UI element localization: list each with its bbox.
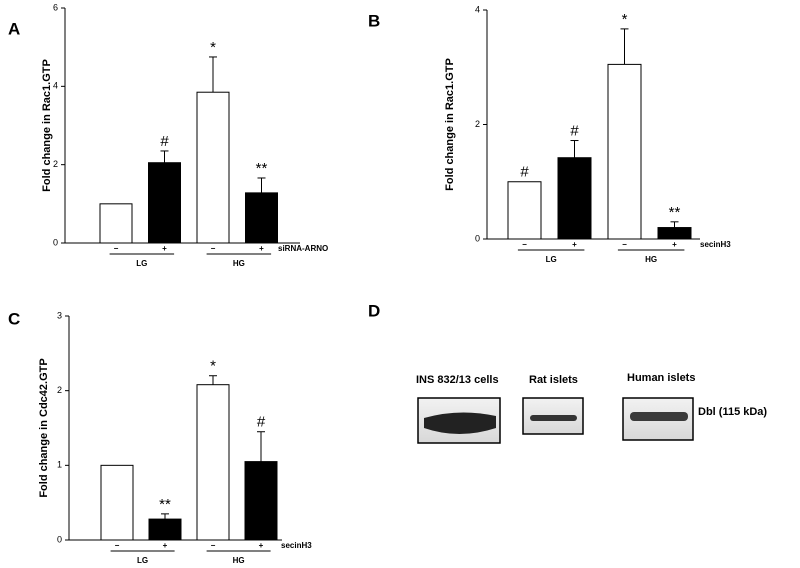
x-tick-label: + (163, 541, 168, 550)
treatment-label: secinH3 (700, 240, 731, 249)
group-label: HG (645, 255, 657, 264)
group-label: LG (546, 255, 557, 264)
treatment-label: siRNA-ARNO (278, 244, 328, 253)
y-tick-label: 1 (57, 460, 62, 470)
y-tick-label: 6 (53, 2, 58, 12)
annotation: # (160, 133, 169, 150)
annotation: # (520, 164, 529, 181)
x-tick-label: + (572, 240, 577, 249)
y-axis-label: Fold change in Cdc42.GTP (38, 358, 50, 497)
bar (657, 227, 692, 240)
y-tick-label: 4 (53, 81, 58, 91)
bar (557, 157, 592, 240)
annotation: # (257, 414, 266, 431)
bar (99, 203, 133, 244)
y-tick-label: 4 (475, 4, 480, 14)
bar (148, 518, 182, 541)
band-label: Dbl (115 kDa) (698, 406, 767, 418)
x-tick-label: + (259, 541, 264, 550)
x-tick-label: − (115, 541, 120, 550)
y-tick-label: 0 (475, 233, 480, 243)
x-tick-label: − (211, 244, 216, 253)
bar (245, 192, 278, 244)
y-tick-label: 2 (53, 159, 58, 169)
x-tick-label: − (114, 244, 119, 253)
x-tick-label: + (259, 244, 264, 253)
annotation: ** (159, 496, 171, 513)
lane-label: Human islets (627, 372, 695, 384)
y-axis-label: Fold change in Rac1.GTP (41, 59, 53, 192)
y-tick-label: 2 (475, 119, 480, 129)
panel-label: C (8, 309, 20, 328)
group-label: HG (233, 259, 245, 268)
group-label: LG (137, 556, 148, 565)
blot-band (630, 412, 688, 421)
bar (507, 181, 542, 240)
lane-label: INS 832/13 cells (416, 374, 499, 386)
x-tick-label: − (211, 541, 216, 550)
panel-label: D (368, 301, 380, 320)
annotation: ** (669, 204, 681, 221)
treatment-label: secinH3 (281, 541, 312, 550)
lane-label: Rat islets (529, 374, 578, 386)
annotation: * (622, 11, 628, 28)
x-tick-label: + (162, 244, 167, 253)
y-tick-label: 3 (57, 310, 62, 320)
x-tick-label: − (522, 240, 527, 249)
x-tick-label: − (622, 240, 627, 249)
annotation: # (570, 122, 579, 139)
blot-band (424, 412, 496, 434)
bar (196, 384, 230, 541)
panel-label: B (368, 11, 380, 30)
annotation: * (210, 39, 216, 56)
group-label: HG (233, 556, 245, 565)
y-axis-label: Fold change in Rac1.GTP (444, 58, 456, 191)
bar (148, 162, 181, 244)
x-tick-label: + (672, 240, 677, 249)
panel-label: A (8, 19, 20, 38)
annotation: * (210, 358, 216, 375)
y-tick-label: 0 (53, 237, 58, 247)
y-tick-label: 2 (57, 385, 62, 395)
bar (196, 91, 230, 244)
annotation: ** (256, 160, 268, 177)
bar (100, 464, 134, 541)
y-tick-label: 0 (57, 534, 62, 544)
group-label: LG (136, 259, 147, 268)
blot-band (530, 415, 577, 421)
bar (607, 63, 642, 240)
bar (244, 461, 278, 541)
